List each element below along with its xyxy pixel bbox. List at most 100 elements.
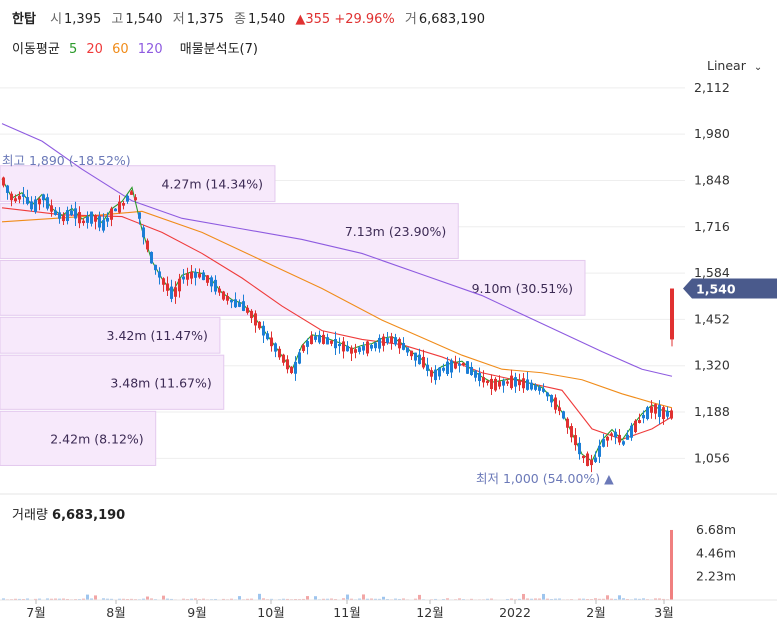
candle-body (2, 177, 5, 186)
candle-body (570, 426, 573, 438)
candle-body (594, 457, 597, 462)
volume-bar (34, 598, 37, 600)
ma-5[interactable]: 5 (68, 42, 78, 57)
candle-body (358, 347, 361, 352)
volume-bar (46, 598, 49, 600)
candle-body (318, 334, 321, 343)
candle-body (530, 382, 533, 390)
candle-body (662, 407, 665, 420)
volume-bar (394, 598, 397, 600)
profile-label: 9.10m (30.51%) (472, 281, 573, 296)
candle-body (590, 460, 593, 466)
volume-bar (342, 598, 345, 600)
volume-bar (542, 593, 545, 600)
candle-body (50, 205, 53, 212)
volume-bar (350, 598, 353, 600)
ma-legend[interactable]: 이동평균 5 20 60 120 매물분석도(7) (12, 38, 263, 57)
volume-bar (458, 598, 461, 600)
candle-body (150, 251, 153, 264)
price-tick-label: 1,452 (694, 311, 730, 326)
candle-body (622, 441, 625, 445)
volume-bar (346, 594, 349, 600)
candle-body (438, 367, 441, 377)
candle-body (654, 404, 657, 414)
volume-bar (642, 598, 645, 600)
volume-bar (486, 598, 489, 600)
candle-body (170, 286, 173, 299)
time-tick-label: 9월 (187, 605, 206, 620)
volume-bar (238, 596, 241, 600)
low-annotation: 최저 1,000 (54.00%) ▲ (476, 471, 614, 486)
candle-body (610, 433, 613, 436)
candle-body (334, 339, 337, 349)
volume-bar (506, 598, 509, 600)
ma-120-line (1, 123, 673, 377)
volume-profile-toggle[interactable]: 매물분석도(7) (179, 42, 258, 57)
candle-body (226, 295, 229, 301)
candle-body (510, 375, 513, 389)
candle-body (290, 366, 293, 374)
candle-body (626, 434, 629, 440)
volume-bar (326, 598, 329, 600)
candle-body (78, 212, 81, 224)
candle-body (314, 336, 317, 340)
candle-body (430, 370, 433, 377)
volume-bar (314, 596, 317, 600)
candle-body (618, 434, 621, 443)
candle-body (390, 336, 393, 344)
volume-bar (54, 598, 57, 600)
volume-bar (86, 594, 89, 600)
candle-body (506, 381, 509, 384)
profile-bar (0, 259, 586, 316)
volume-bar (490, 598, 493, 600)
candle-body (118, 201, 121, 213)
price-axis: 2,112 1,980 1,848 1,716 1,584 1,452 1,320 1,188… (0, 80, 777, 495)
volume-bar (118, 598, 121, 600)
candle-body (346, 345, 349, 352)
candle-body (614, 431, 617, 438)
volume-bar (378, 598, 381, 600)
annotations: 최고 1,890 (-18.52%) 최저 1,000 (54.00%) ▲ (2, 153, 614, 486)
scale-mode-dropdown[interactable]: Linear ⌄ (707, 58, 762, 73)
volume-bar (202, 598, 205, 600)
candle-body (106, 217, 109, 222)
candle-body (646, 407, 649, 419)
candle-body (330, 340, 333, 344)
candle-body (466, 361, 469, 374)
candle-body (478, 372, 481, 381)
candle-body (222, 291, 225, 300)
volume-title-label: 거래량 (12, 508, 48, 523)
volume-bar (2, 598, 5, 600)
time-tick-label: 2월 (586, 605, 605, 620)
price-tick-label: 2,112 (694, 80, 730, 95)
scale-mode-label: Linear (707, 58, 746, 73)
candle-body (562, 411, 565, 419)
ma-60[interactable]: 60 (112, 42, 129, 57)
volume-bar (282, 598, 285, 600)
candle-body (18, 195, 21, 200)
candle-body (490, 378, 493, 390)
candle-body (422, 356, 425, 368)
volume-bar (362, 594, 365, 600)
volume-bar (522, 593, 525, 600)
volume-bar (62, 598, 65, 600)
candle-body (238, 302, 241, 307)
volume-bar (610, 598, 613, 600)
candle-body (394, 337, 397, 345)
ma-120[interactable]: 120 (137, 42, 163, 57)
volume-bar (182, 598, 185, 600)
volume-bar (14, 598, 17, 600)
candle-body (22, 194, 25, 197)
volume-bar (654, 598, 657, 600)
candle-body (126, 195, 129, 202)
profile-bar (0, 410, 157, 466)
ma-20[interactable]: 20 (86, 42, 103, 57)
candle-body (190, 271, 193, 279)
volume-title: 거래량 6,683,190 (12, 504, 125, 523)
candle-body (294, 361, 297, 374)
volume-bar (26, 598, 29, 600)
ma-60-line (1, 210, 673, 409)
candle-body (74, 208, 77, 219)
volume-bar (526, 598, 529, 600)
